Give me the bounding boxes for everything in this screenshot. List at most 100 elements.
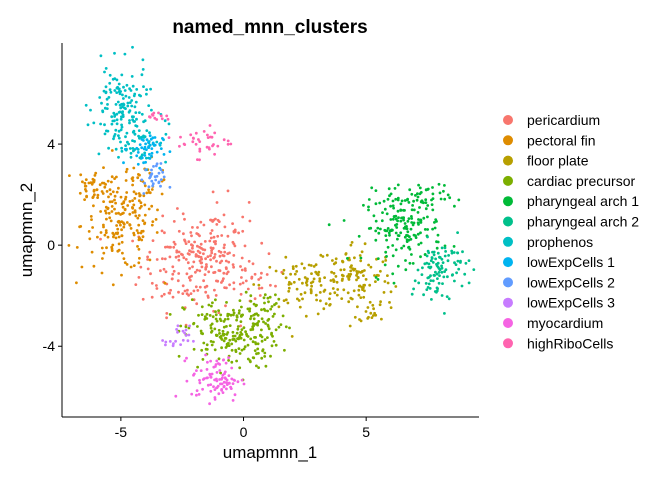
point-pectoral-fin: [104, 231, 108, 235]
point-prophenos: [120, 149, 124, 153]
point-floor-plate: [282, 299, 286, 302]
point-pectoral-fin: [92, 204, 95, 208]
point-cardiac-precursor: [266, 336, 269, 339]
point-pericardium: [194, 270, 197, 274]
point-pharyngeal-arch-2: [423, 262, 427, 266]
point-myocardium: [222, 380, 226, 384]
point-prophenos: [132, 149, 135, 153]
point-myocardium: [198, 378, 201, 382]
point-cardiac-precursor: [222, 339, 226, 343]
point-prophenos: [117, 82, 121, 86]
point-cardiac-precursor: [257, 366, 260, 369]
point-pectoral-fin: [147, 191, 151, 194]
point-pectoral-fin: [98, 183, 102, 187]
point-floor-plate: [294, 264, 298, 268]
point-cardiac-precursor: [208, 314, 212, 317]
point-pharyngeal-arch-2: [453, 261, 456, 265]
point-pericardium: [146, 267, 150, 271]
point-pectoral-fin: [90, 250, 94, 254]
y-ticks: 4 0 -4: [43, 136, 62, 354]
point-pectoral-fin: [115, 190, 119, 194]
point-lowexpcells-1: [143, 154, 147, 157]
point-pectoral-fin: [126, 204, 130, 207]
point-pectoral-fin: [131, 211, 135, 214]
point-myocardium: [218, 378, 222, 381]
point-pharyngeal-arch-1: [404, 259, 407, 262]
point-pericardium: [198, 285, 202, 289]
point-lowexpcells-1: [158, 142, 162, 146]
point-pharyngeal-arch-1: [426, 228, 429, 231]
point-pharyngeal-arch-2: [440, 270, 444, 274]
point-lowexpcells-2: [154, 164, 158, 168]
point-cardiac-precursor: [215, 319, 219, 323]
point-pericardium: [196, 226, 199, 229]
point-floor-plate: [303, 291, 307, 295]
point-myocardium: [213, 388, 217, 391]
point-prophenos: [115, 122, 119, 126]
point-floor-plate: [316, 312, 320, 316]
point-lowexpcells-3: [183, 331, 187, 335]
axes: [61, 43, 479, 418]
point-floor-plate: [328, 303, 332, 306]
point-pharyngeal-arch-1: [412, 199, 415, 203]
point-cardiac-precursor: [211, 301, 214, 305]
point-pericardium: [200, 265, 204, 269]
point-floor-plate: [314, 263, 318, 267]
point-pericardium: [247, 259, 251, 263]
point-myocardium: [236, 380, 240, 384]
point-lowexpcells-2: [159, 178, 163, 182]
point-pectoral-fin: [133, 197, 137, 200]
point-pectoral-fin: [131, 183, 135, 187]
point-pectoral-fin: [104, 205, 108, 209]
point-lowexpcells-2: [149, 175, 152, 179]
point-cardiac-precursor: [252, 302, 256, 306]
point-floor-plate: [356, 275, 360, 279]
point-pharyngeal-arch-2: [446, 259, 450, 263]
point-prophenos: [105, 107, 109, 110]
point-cardiac-precursor: [267, 317, 271, 321]
point-cardiac-precursor: [238, 335, 242, 338]
point-pericardium: [197, 255, 201, 259]
point-pharyngeal-arch-1: [414, 234, 417, 238]
point-pharyngeal-arch-1: [392, 206, 395, 210]
point-pectoral-fin: [112, 235, 115, 239]
point-cardiac-precursor: [190, 298, 194, 301]
point-pharyngeal-arch-2: [457, 267, 461, 271]
point-cardiac-precursor: [237, 347, 241, 350]
point-prophenos: [123, 89, 127, 92]
point-lowexpcells-3: [168, 340, 172, 343]
point-floor-plate: [364, 310, 368, 313]
point-pharyngeal-arch-1: [403, 199, 407, 202]
point-pericardium: [188, 267, 192, 270]
point-prophenos: [135, 88, 139, 91]
point-pericardium: [189, 292, 193, 295]
point-myocardium: [195, 389, 199, 392]
point-pharyngeal-arch-1: [394, 197, 398, 201]
point-floor-plate: [336, 288, 340, 291]
point-pericardium: [172, 245, 176, 249]
point-pharyngeal-arch-1: [370, 186, 374, 190]
point-floor-plate: [374, 280, 377, 283]
point-myocardium: [213, 398, 217, 401]
point-pharyngeal-arch-1: [402, 208, 405, 212]
point-myocardium: [206, 376, 209, 380]
point-pericardium: [166, 245, 169, 249]
point-highribocells: [189, 133, 193, 137]
point-pericardium: [250, 275, 254, 279]
point-pharyngeal-arch-1: [442, 189, 445, 193]
point-cardiac-precursor: [239, 320, 243, 323]
point-pericardium: [168, 291, 172, 295]
point-prophenos: [110, 115, 114, 119]
point-myocardium: [204, 353, 208, 357]
point-myocardium: [201, 387, 205, 391]
point-cardiac-precursor: [225, 325, 228, 328]
point-cardiac-precursor: [240, 328, 244, 331]
point-pericardium: [257, 287, 261, 290]
point-pharyngeal-arch-2: [436, 261, 440, 265]
point-cardiac-precursor: [272, 340, 276, 343]
point-pharyngeal-arch-1: [410, 215, 413, 218]
point-pectoral-fin: [155, 231, 159, 234]
point-prophenos: [131, 45, 134, 49]
point-floor-plate: [307, 263, 311, 267]
